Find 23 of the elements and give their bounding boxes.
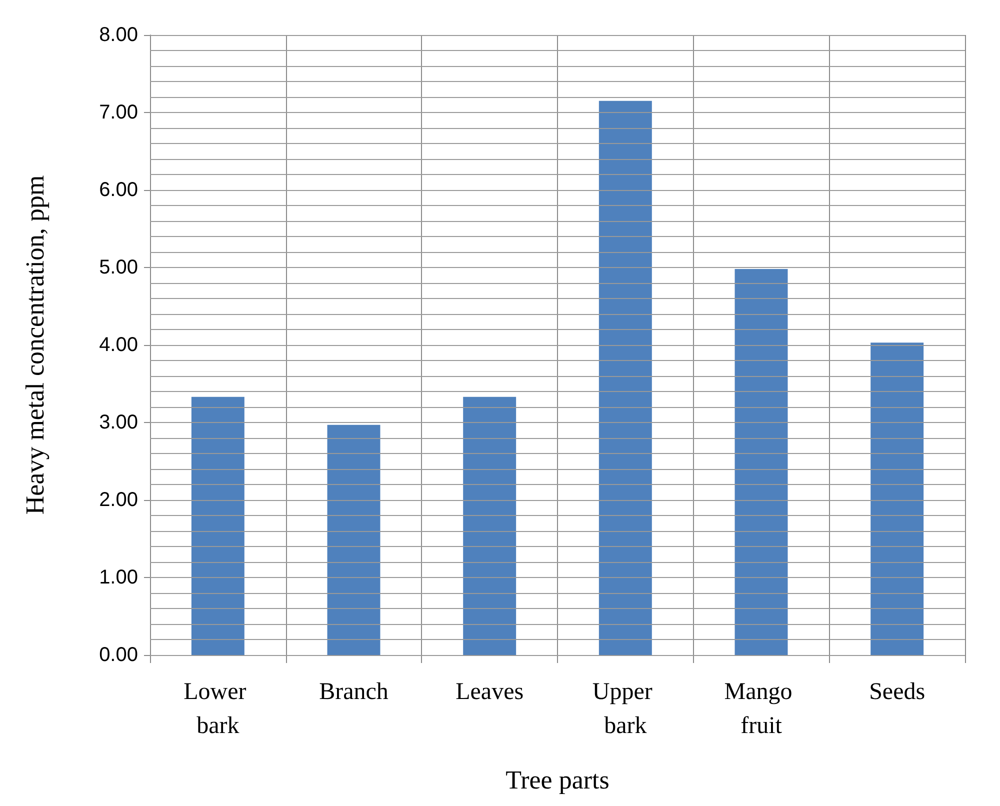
bar <box>598 100 652 655</box>
bar <box>463 396 516 655</box>
bar <box>327 424 380 655</box>
y-tick-label: 7.00 <box>99 102 138 124</box>
y-tick-label: 6.00 <box>99 179 138 201</box>
y-tick-label: 0.00 <box>99 644 138 666</box>
x-axis-title: Tree parts <box>506 766 610 794</box>
x-tick-label: Lower bark <box>184 679 252 739</box>
x-tick-label: Leaves <box>456 679 524 705</box>
bar <box>191 396 244 655</box>
y-tick-label: 8.00 <box>99 24 138 46</box>
y-axis-title: Heavy metal concentration, ppm <box>20 175 50 515</box>
x-tick-label: Seeds <box>869 679 926 705</box>
x-tick-label: Branch <box>319 679 388 705</box>
y-tick-label: 4.00 <box>99 334 138 356</box>
bar <box>870 342 924 655</box>
y-tick-label: 2.00 <box>99 489 138 511</box>
y-tick-label: 3.00 <box>99 412 138 434</box>
y-tick-label: 1.00 <box>99 566 138 588</box>
x-tick-label: Upper bark <box>592 679 658 739</box>
bar <box>734 269 788 655</box>
y-tick-label: 5.00 <box>99 256 138 278</box>
x-tick-label: Mango fruit <box>724 679 798 739</box>
